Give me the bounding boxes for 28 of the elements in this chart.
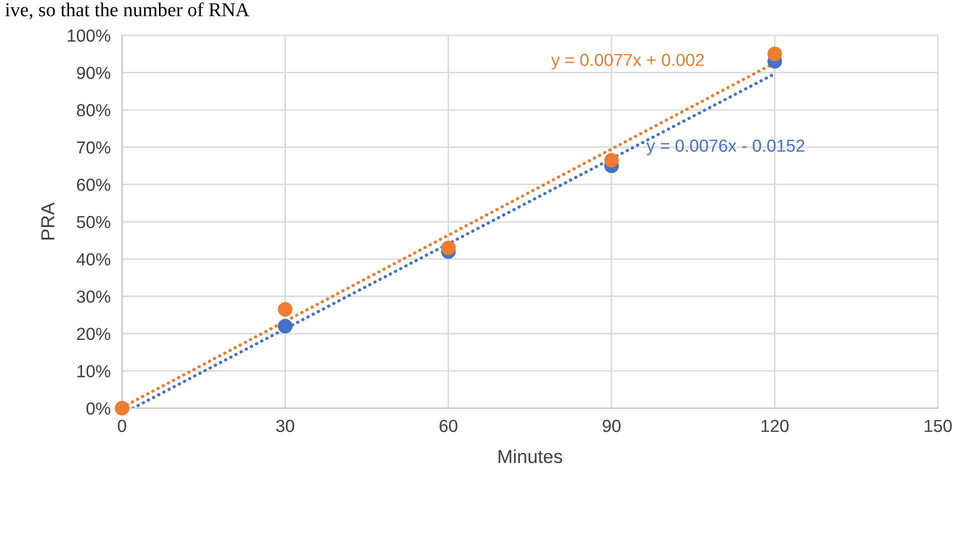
x-axis-title: Minutes xyxy=(498,449,562,464)
y-tick-label: 40% xyxy=(76,253,110,266)
point xyxy=(278,302,292,317)
x-tick-label: 0 xyxy=(118,420,126,432)
y-tick-label: 80% xyxy=(76,104,110,116)
x-tick-label: 30 xyxy=(276,420,294,432)
point xyxy=(604,152,619,168)
point xyxy=(114,400,130,416)
point xyxy=(278,318,292,334)
y-axis-title: PRA xyxy=(41,202,54,240)
annotation: y = 0.0076x - 0.0152 xyxy=(646,140,804,156)
point xyxy=(441,240,456,256)
y-tick-label: 90% xyxy=(76,66,110,80)
y-tick-label: 60% xyxy=(77,178,110,191)
x-tick-label: 120 xyxy=(762,420,789,432)
y-tick-label: 30% xyxy=(76,290,110,303)
x-tick-label: 60 xyxy=(440,420,458,432)
y-tick-label: 0% xyxy=(86,402,110,415)
y-tick-label: 100% xyxy=(68,29,110,42)
annotation: y = 0.0077x + 0.002 xyxy=(551,54,704,70)
text: ive, so that the number of RNA xyxy=(5,2,250,20)
y-tick-label: 50% xyxy=(76,216,110,228)
y-tick-label: 20% xyxy=(77,328,110,340)
point xyxy=(767,46,782,62)
x-tick-label: 150 xyxy=(924,420,952,432)
x-tick-label: 90 xyxy=(602,420,621,432)
y-tick-label: 70% xyxy=(77,141,110,154)
y-tick-label: 10% xyxy=(77,365,110,378)
